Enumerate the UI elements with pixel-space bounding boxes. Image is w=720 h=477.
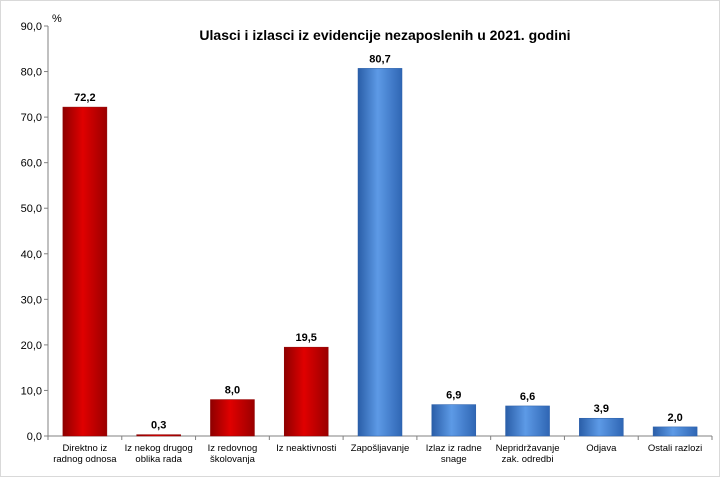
data-label: 8,0 xyxy=(225,385,240,397)
y-tick-label: 40,0 xyxy=(21,249,42,261)
x-tick-label: Nepridržavanje zak. odredbi xyxy=(496,443,560,465)
y-tick-label: 90,0 xyxy=(21,21,42,33)
bar xyxy=(137,435,181,436)
bars xyxy=(63,68,697,436)
x-tick-label: Odjava xyxy=(586,443,617,454)
x-tick-label: Iz neaktivnosti xyxy=(276,443,336,454)
chart-title: Ulasci i izlasci iz evidencije nezaposle… xyxy=(199,27,570,43)
data-label: 0,3 xyxy=(151,420,166,432)
y-tick-label: 20,0 xyxy=(21,340,42,352)
y-tick-label: 30,0 xyxy=(21,294,42,306)
y-tick-label: 60,0 xyxy=(21,158,42,170)
data-label: 2,0 xyxy=(667,412,682,424)
data-label: 6,9 xyxy=(446,390,461,402)
bar xyxy=(579,418,623,436)
x-tick-label: Direktno iz radnog odnosa xyxy=(53,443,117,465)
bar xyxy=(432,405,476,436)
data-label: 6,6 xyxy=(520,391,535,403)
y-tick-label: 50,0 xyxy=(21,203,42,215)
data-label: 80,7 xyxy=(369,53,390,65)
data-label: 19,5 xyxy=(296,332,317,344)
data-label: 3,9 xyxy=(594,403,609,415)
x-tick-label: Iz nekog drugog oblika rada xyxy=(125,443,193,465)
data-label: 72,2 xyxy=(74,92,95,104)
y-tick-label: 70,0 xyxy=(21,112,42,124)
y-unit-label: % xyxy=(52,13,62,25)
bar xyxy=(358,68,402,436)
bar xyxy=(210,400,254,436)
x-tick-label: Izlaz iz radne snage xyxy=(426,443,482,465)
bar xyxy=(63,107,107,436)
x-tick-label: Iz redovnog školovanja xyxy=(208,443,258,465)
y-tick-label: 10,0 xyxy=(21,385,42,397)
bar xyxy=(284,347,328,436)
x-tick-label: Zapošljavanje xyxy=(351,443,410,454)
y-tick-label: 0,0 xyxy=(27,431,42,443)
bar xyxy=(653,427,697,436)
y-tick-label: 80,0 xyxy=(21,67,42,79)
bar xyxy=(506,406,550,436)
x-tick-label: Ostali razlozi xyxy=(648,443,702,454)
